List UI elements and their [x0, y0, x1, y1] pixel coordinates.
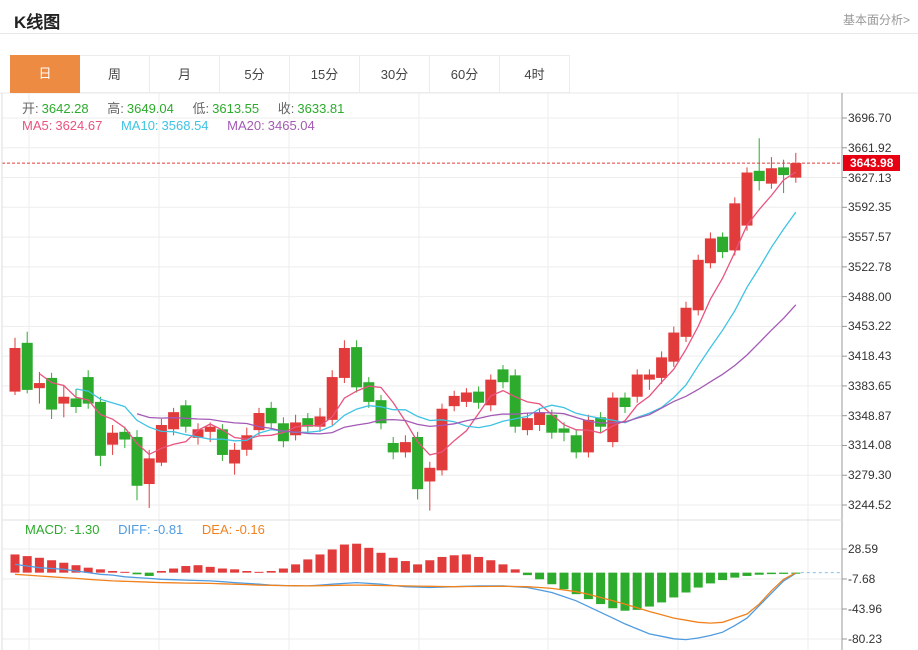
axis-label: 3244.52 — [848, 498, 892, 512]
axis-label: 3314.08 — [848, 438, 892, 453]
tab-15min[interactable]: 15分 — [290, 55, 360, 93]
axis-label: 3661.92 — [848, 140, 892, 155]
axis-label: 3696.70 — [848, 111, 892, 125]
diff-value: DIFF: -0.81 — [118, 522, 184, 537]
axis-label: 3279.30 — [848, 468, 892, 483]
tab-4hour[interactable]: 4时 — [500, 55, 570, 93]
axis-label: -80.23 — [848, 632, 883, 646]
ma-info: MA5: 3624.67 MA10: 3568.54 MA20: 3465.04 — [22, 118, 330, 133]
ohlc-info: 开: 3642.28 高: 3649.04 低: 3613.55 收: 3633.81 — [22, 98, 359, 117]
tab-month[interactable]: 月 — [150, 55, 220, 93]
dea-value: DEA: -0.16 — [201, 522, 265, 537]
macd-value: MACD: -1.30 — [25, 522, 100, 537]
period-tabs: 日周月 5分 15分 30分 60分 4时 — [10, 55, 570, 93]
axis-label: 3453.22 — [848, 319, 892, 334]
current-price-tag: 3643.98 — [843, 155, 901, 172]
close-value: 收: 3633.81 — [277, 101, 345, 116]
axis-label: 3522.78 — [848, 259, 892, 274]
macd-info: MACD: -1.30 DIFF: -0.81 DEA: -0.16 — [25, 522, 280, 537]
page-title: K线图 — [14, 13, 61, 32]
axis-label: 3557.57 — [848, 230, 892, 245]
axis-label: 3627.13 — [848, 170, 892, 185]
tab-5min[interactable]: 5分 — [220, 55, 290, 93]
ma10-value: MA10: 3568.54 — [120, 118, 209, 133]
axis-label: 3488.00 — [848, 289, 892, 304]
axis-label: -7.68 — [848, 572, 876, 586]
axis-label: -43.96 — [848, 602, 883, 616]
header-divider — [0, 33, 918, 34]
tab-week[interactable]: 周 — [80, 55, 150, 93]
tab-30min[interactable]: 30分 — [360, 55, 430, 93]
high-value: 高: 3649.04 — [107, 101, 174, 116]
axis-label: 3418.43 — [848, 349, 892, 364]
axis-label: 3383.65 — [848, 378, 892, 393]
ma20-value: MA20: 3465.04 — [227, 118, 315, 133]
fundamental-analysis-link[interactable]: 基本面分析> — [842, 13, 910, 27]
tab-day[interactable]: 日 — [10, 55, 80, 93]
axis-label: 28.59 — [848, 542, 879, 556]
axis-label: 3592.35 — [848, 200, 892, 215]
axis-label: 3348.87 — [848, 408, 892, 423]
low-value: 低: 3613.55 — [192, 101, 260, 116]
open-value: 开: 3642.28 — [22, 101, 89, 116]
tab-60min[interactable]: 60分 — [430, 55, 500, 93]
ma5-value: MA5: 3624.67 — [22, 118, 103, 133]
